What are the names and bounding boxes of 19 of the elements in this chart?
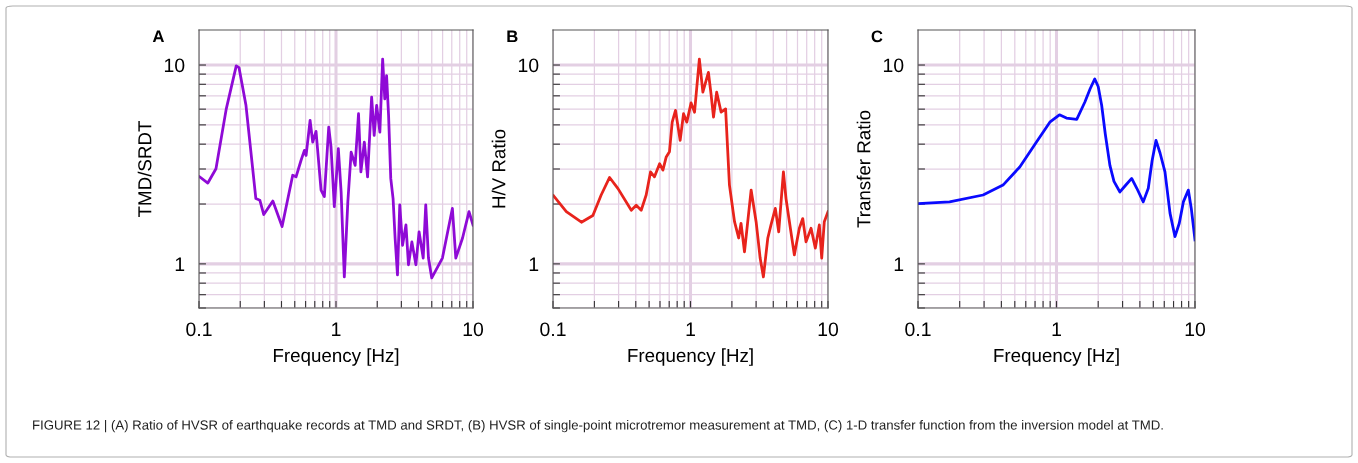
x-axis-title: Frequency [Hz] bbox=[994, 348, 1119, 366]
chart-title: B bbox=[507, 30, 518, 43]
y-axis-title: Transfer Ratio bbox=[856, 110, 871, 228]
x-tick-label: 1 bbox=[1052, 322, 1061, 336]
x-tick-label: 1 bbox=[686, 322, 695, 336]
x-tick-label: 1 bbox=[332, 322, 341, 336]
y-axis-title: TMD/SRDT bbox=[137, 121, 152, 218]
x-axis-title: Frequency [Hz] bbox=[273, 348, 399, 366]
x-tick-label: 0.1 bbox=[186, 322, 212, 337]
x-tick-label: 0.1 bbox=[540, 322, 566, 337]
x-tick-label: 10 bbox=[463, 322, 484, 337]
caption: FIGURE 12 | (A) Ratio of HVSR of earthquake records at TMD and SRDT, (B) HVSR of single-point microtremor measurement at TMD, (C) 1-D transfer function from the inversion model at TMD. bbox=[33, 420, 1163, 433]
chart-title: A bbox=[152, 30, 165, 43]
x-tick-label: 10 bbox=[818, 322, 839, 337]
chart-title: C bbox=[871, 30, 883, 43]
y-axis-title: H/V Ratio bbox=[491, 129, 506, 208]
x-tick-label: 10 bbox=[1185, 322, 1206, 337]
x-axis-title: Frequency [Hz] bbox=[628, 348, 753, 366]
x-tick-label: 0.1 bbox=[905, 322, 931, 337]
